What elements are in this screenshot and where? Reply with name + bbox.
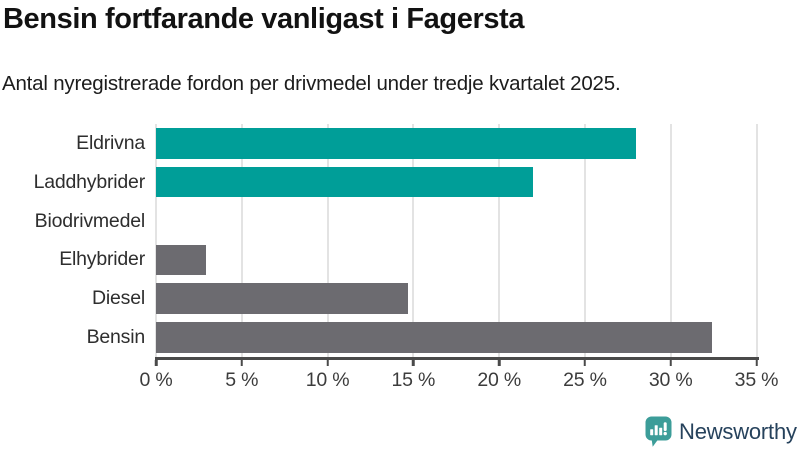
y-axis-label-biodrivmedel: Biodrivmedel xyxy=(34,209,146,232)
tick-25 xyxy=(583,359,587,366)
brand-footer: Newsworthy xyxy=(645,416,797,447)
y-axis-label-bensin: Bensin xyxy=(86,326,146,349)
tick-0 xyxy=(154,359,158,366)
bar-elhybrider xyxy=(156,244,206,276)
tick-10 xyxy=(326,359,329,366)
tick-15 xyxy=(412,359,415,366)
bar-row-elhybrider: Elhybrider xyxy=(59,240,757,279)
tick-label-30: 30 % xyxy=(648,369,693,391)
y-axis-label-elhybrider: Elhybrider xyxy=(59,248,145,271)
x-axis-line xyxy=(155,357,759,360)
gridline-0 xyxy=(155,124,157,357)
bar-row-diesel: Diesel xyxy=(92,279,757,318)
tick-20 xyxy=(497,359,501,366)
gridline-25 xyxy=(583,124,586,357)
tick-label-0: 0 % xyxy=(139,369,173,391)
bar-row-biodrivmedel: Biodrivmedel xyxy=(35,202,757,241)
chart-subtitle: Antal nyregistrerade fordon per drivmede… xyxy=(2,72,621,95)
bar-row-eldrivna: Eldrivna xyxy=(76,124,757,163)
gridline-10 xyxy=(326,124,329,357)
tick-label-25: 25 % xyxy=(563,369,607,391)
gridline-35 xyxy=(755,124,758,357)
bar-row-bensin: Bensin xyxy=(87,318,757,357)
tick-label-15: 15 % xyxy=(391,369,436,391)
chart-title: Bensin fortfarande vanligast i Fagersta xyxy=(3,3,525,35)
tick-label-5: 5 % xyxy=(225,369,259,391)
bar-eldrivna xyxy=(156,128,637,159)
y-axis-label-eldrivna: Eldrivna xyxy=(76,131,145,154)
brand-name: Newsworthy xyxy=(679,418,797,444)
tick-label-10: 10 % xyxy=(305,369,350,391)
gridline-15 xyxy=(412,124,415,357)
bar-diesel xyxy=(156,283,409,314)
y-axis-label-laddhybrider: Laddhybrider xyxy=(33,170,146,193)
gridline-20 xyxy=(498,124,501,357)
bar-bensin xyxy=(156,322,712,353)
gridline-5 xyxy=(240,124,243,357)
tick-35 xyxy=(755,359,758,366)
bar-row-laddhybrider: Laddhybrider xyxy=(34,163,757,202)
y-axis-label-diesel: Diesel xyxy=(92,287,145,310)
plot-area: Eldrivna Laddhybrider Biodrivmedel Elhybrid… xyxy=(34,124,779,391)
newsworthy-logo-icon xyxy=(645,416,672,447)
tick-label-20: 20 % xyxy=(477,369,521,391)
tick-label-35: 35 % xyxy=(734,369,779,391)
tick-5 xyxy=(240,359,244,366)
bar-laddhybrider xyxy=(156,166,534,198)
bar-rows: Eldrivna Laddhybrider Biodrivmedel Elhybrid… xyxy=(34,124,757,357)
gridline-30 xyxy=(669,124,672,357)
tick-30 xyxy=(669,359,672,366)
